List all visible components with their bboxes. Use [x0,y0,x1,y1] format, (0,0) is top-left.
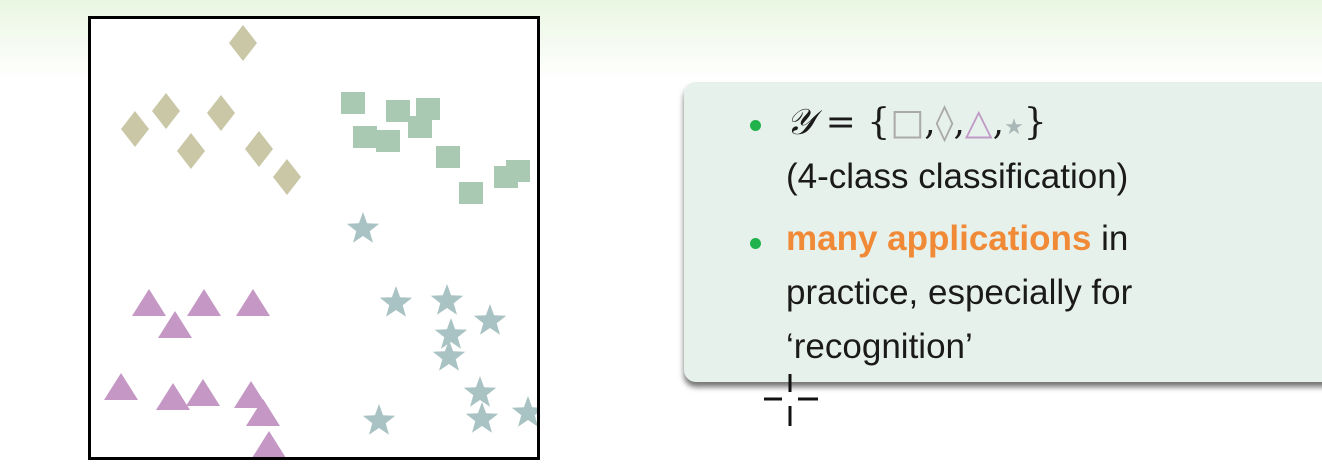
star-marker [434,318,468,349]
star-marker [432,340,466,371]
diamond-icon: ◊ [935,102,954,143]
set-close: } [1023,102,1047,143]
square-marker [436,146,460,168]
triangle-marker [252,431,286,457]
square-marker [386,100,410,122]
square-marker [353,126,377,148]
star-marker [346,212,380,243]
triangle-icon: △ [964,102,993,143]
star-marker [465,402,499,433]
output-space-symbol: 𝒴 [786,102,815,143]
star-icon: ★ [1004,115,1024,140]
applications-line-2: practice, especially for [786,273,1133,312]
crosshair-cursor-icon [764,374,818,426]
class-count-note: (4-class classification) [786,157,1129,196]
star-marker [362,404,396,435]
info-box: 𝒴 = {□,◊,△,★} (4-class classification) m… [684,82,1322,382]
diamond-marker [229,25,257,61]
star-marker [463,376,497,407]
triangle-marker [236,289,270,316]
square-marker [416,98,440,120]
star-marker [430,284,464,315]
square-icon: □ [890,102,925,143]
star-marker [511,396,537,427]
triangle-marker [104,373,138,400]
applications-line-3: ‘recognition’ [786,327,973,366]
triangle-marker [158,311,192,338]
diamond-marker [207,95,235,131]
diamond-marker [273,159,301,195]
comma: , [953,102,965,143]
comma: , [992,102,1005,143]
class-set-formula: 𝒴 = {□,◊,△,★} [786,96,1047,155]
triangle-marker [234,381,268,408]
applications-rest: in [1091,219,1129,258]
applications-highlight: many applications [786,219,1092,258]
square-marker [506,160,530,182]
square-marker [408,116,432,138]
diamond-marker [121,111,149,147]
bullet-dot [750,238,761,249]
diamond-marker [245,131,273,167]
bullet-dot [750,120,761,131]
diamond-marker [152,93,180,129]
applications-line-1: many applications in [786,212,1128,266]
square-marker [341,92,365,114]
star-marker [473,304,507,335]
square-marker [376,130,400,152]
star-marker [379,286,413,317]
comma: , [924,102,936,143]
triangle-marker [156,383,190,410]
scatter-plot-frame [88,16,540,460]
triangle-marker [132,289,166,316]
triangle-marker [186,379,220,406]
triangle-marker [246,399,280,426]
scatter-plot [104,25,537,457]
square-marker [459,182,483,204]
diamond-marker [177,133,205,169]
set-open: = { [814,102,891,143]
triangle-marker [187,289,221,316]
